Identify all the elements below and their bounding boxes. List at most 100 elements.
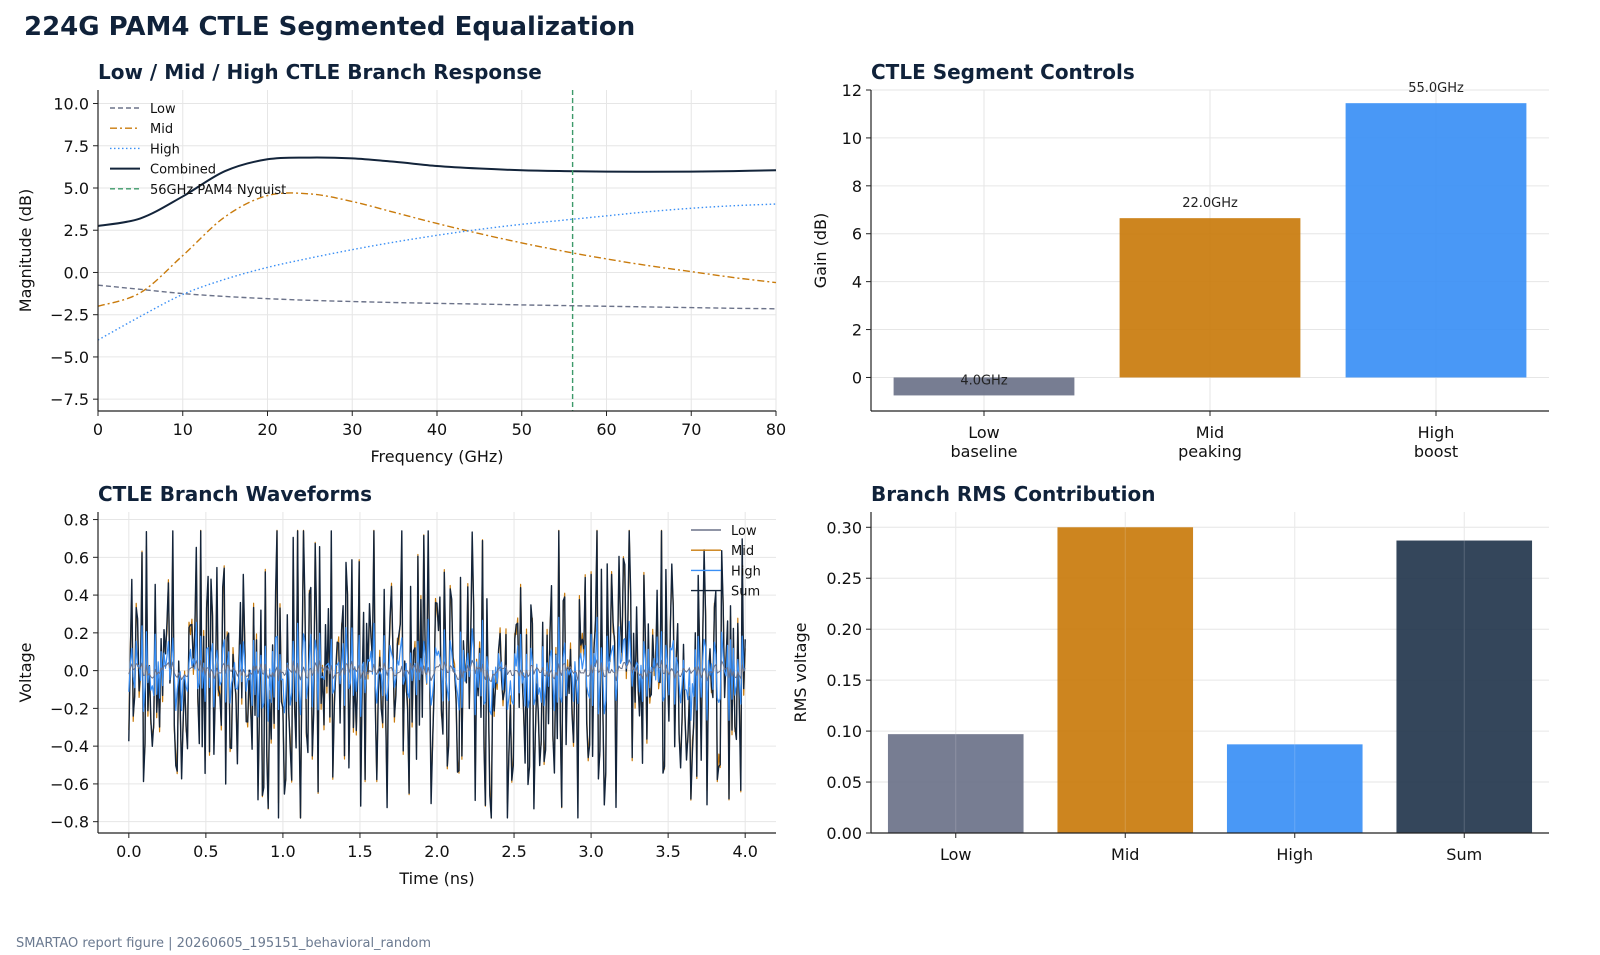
y-tick-label: −7.5 <box>50 390 89 409</box>
x-tick-label: 50 <box>512 420 532 439</box>
y-tick-label: 4 <box>852 273 862 292</box>
y-tick-label: 0.4 <box>64 586 89 605</box>
bar-mid <box>1119 218 1301 378</box>
bar-mid <box>1057 527 1194 833</box>
x-tick-label: baseline <box>950 442 1017 461</box>
x-tick-label: 0 <box>93 420 103 439</box>
y-tick-label: 0.30 <box>826 518 862 537</box>
y-tick-label: 7.5 <box>64 137 89 156</box>
x-tick-label: 70 <box>681 420 701 439</box>
y-tick-label: −2.5 <box>50 306 89 325</box>
series-line-mid <box>97 192 777 307</box>
y-axis-label: Gain (dB) <box>811 213 830 289</box>
x-tick-label: Mid <box>1196 423 1224 442</box>
x-tick-label: Low <box>940 845 972 864</box>
bar-low <box>893 377 1075 396</box>
chart-title: CTLE Branch Waveforms <box>98 482 372 506</box>
x-tick-label: peaking <box>1178 442 1242 461</box>
series-line-low <box>97 284 777 310</box>
x-tick-label: 80 <box>766 420 786 439</box>
y-tick-label: 12 <box>842 81 862 100</box>
x-tick-label: High <box>1418 423 1455 442</box>
series-line-high <box>97 203 777 341</box>
y-tick-label: 0.15 <box>826 671 862 690</box>
y-tick-label: 0 <box>852 368 862 387</box>
bar-sum <box>1396 540 1533 833</box>
legend-label: Mid <box>150 122 173 137</box>
x-tick-label: 1.0 <box>270 842 295 861</box>
y-tick-label: 10 <box>842 129 862 148</box>
x-axis-label: Time (ns) <box>398 869 474 888</box>
y-tick-label: 0.05 <box>826 773 862 792</box>
chart-branch-response: −7.5 −5.0 −2.5 0.0 2.5 5.0 7.5 10.0 0 10 20 30 40 50 6… <box>16 60 786 466</box>
y-tick-label: 0.10 <box>826 722 862 741</box>
x-tick-label: Sum <box>1446 845 1482 864</box>
chart-rms-contribution: Low Mid High Sum 0.00 0.05 0.10 0.15 0.20 0.25 0.3… <box>791 482 1549 864</box>
x-tick-label: 30 <box>342 420 362 439</box>
y-tick-label: 6 <box>852 225 862 244</box>
y-tick-label: 2 <box>852 321 862 340</box>
y-axis-label: Magnitude (dB) <box>16 189 35 312</box>
x-axis-label: Frequency (GHz) <box>370 447 503 466</box>
legend-label: High <box>150 142 180 157</box>
y-tick-label: 5.0 <box>64 179 89 198</box>
x-tick-label: 10 <box>173 420 193 439</box>
x-tick-label: Low <box>968 423 1000 442</box>
legend-label: 56GHz PAM4 Nyquist <box>150 183 286 198</box>
y-tick-label: 0.2 <box>64 624 89 643</box>
bar-value-label: 55.0GHz <box>1408 81 1464 96</box>
bar-value-label: 4.0GHz <box>960 373 1008 388</box>
chart-title: CTLE Segment Controls <box>871 60 1135 84</box>
chart-branch-waveforms: −0.8 −0.6 −0.4 −0.2 0.0 0.2 0.4 0.6 0.8 0.0 0.5 1.0… <box>16 482 776 888</box>
x-tick-label: 3.0 <box>578 842 603 861</box>
figure-footer: SMARTAO report figure | 20260605_195151_… <box>16 936 431 951</box>
waveform-low <box>128 659 746 683</box>
x-tick-label: 60 <box>596 420 616 439</box>
bar-high <box>1226 744 1363 833</box>
x-tick-label: boost <box>1414 442 1458 461</box>
x-tick-label: 40 <box>427 420 447 439</box>
x-tick-label: 0.5 <box>193 842 218 861</box>
y-axis-label: Voltage <box>16 642 35 702</box>
x-tick-label: 1.5 <box>347 842 372 861</box>
y-tick-label: −5.0 <box>50 348 89 367</box>
y-tick-label: 0.0 <box>64 263 89 282</box>
y-tick-label: 0.8 <box>64 511 89 530</box>
y-tick-label: 0.20 <box>826 620 862 639</box>
waveform-high <box>128 616 746 722</box>
legend-label: Sum <box>731 585 760 600</box>
legend-label: High <box>731 564 761 579</box>
bar-low <box>887 734 1024 833</box>
y-tick-label: 8 <box>852 177 862 196</box>
y-tick-label: 0.25 <box>826 569 862 588</box>
x-tick-label: High <box>1276 845 1313 864</box>
y-tick-label: −0.6 <box>50 775 89 794</box>
series-line-combined <box>97 156 777 227</box>
x-tick-label: Mid <box>1111 845 1139 864</box>
legend-label: Low <box>731 524 757 539</box>
x-tick-label: 2.0 <box>424 842 449 861</box>
bar-high <box>1345 103 1527 378</box>
x-tick-label: 3.5 <box>655 842 680 861</box>
figure-title: 224G PAM4 CTLE Segmented Equalization <box>24 12 636 42</box>
chart-title: Branch RMS Contribution <box>871 482 1155 506</box>
y-tick-label: −0.8 <box>50 813 89 832</box>
y-tick-label: 0.00 <box>826 824 862 843</box>
y-tick-label: 2.5 <box>64 221 89 240</box>
y-tick-label: 0.6 <box>64 548 89 567</box>
y-tick-label: −0.4 <box>50 737 89 756</box>
x-tick-label: 0.0 <box>116 842 141 861</box>
x-tick-label: 20 <box>257 420 277 439</box>
y-axis-label: RMS voltage <box>791 623 810 723</box>
legend-label: Low <box>150 102 176 117</box>
y-tick-label: −0.2 <box>50 699 89 718</box>
chart-title: Low / Mid / High CTLE Branch Response <box>98 60 542 84</box>
y-tick-label: 10.0 <box>53 95 89 114</box>
x-tick-label: 4.0 <box>732 842 757 861</box>
bar-value-label: 22.0GHz <box>1182 196 1238 211</box>
x-tick-label: 2.5 <box>501 842 526 861</box>
waveform-sum <box>128 530 746 819</box>
legend-label: Mid <box>731 544 754 559</box>
